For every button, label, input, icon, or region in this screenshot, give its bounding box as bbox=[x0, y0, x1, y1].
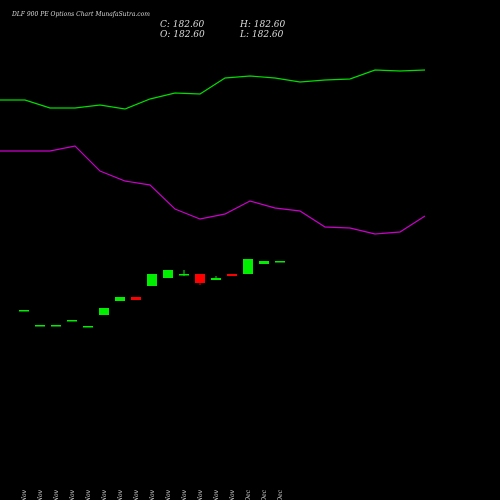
candle-body bbox=[195, 274, 205, 283]
candle-body bbox=[275, 261, 285, 263]
x-tick-label: 02 Dec bbox=[261, 489, 268, 500]
candle-body bbox=[115, 297, 125, 301]
x-tick-label: 28 Nov bbox=[229, 489, 236, 500]
x-tick-label: 17 Nov bbox=[85, 489, 92, 500]
x-tick-label: 18 Nov bbox=[101, 489, 108, 500]
x-tick-label: 03 Dec bbox=[277, 489, 284, 500]
chart-title: DLF 900 PE Options Chart MunafaSutra.com bbox=[11, 11, 150, 18]
x-tick-label: 01 Dec bbox=[245, 489, 252, 500]
high-label: H: 182.60 bbox=[239, 20, 286, 30]
indicator-line bbox=[0, 145, 426, 235]
candle-body bbox=[163, 270, 173, 278]
candle-body bbox=[19, 310, 29, 312]
x-tick-label: 24 Nov bbox=[165, 489, 172, 500]
x-tick-label: 26 Nov bbox=[197, 489, 204, 500]
open-label: O: 182.60 bbox=[160, 30, 205, 40]
x-tick-label: 27 Nov bbox=[213, 489, 220, 500]
indicator-line bbox=[0, 69, 426, 110]
x-tick-label: 25 Nov bbox=[181, 489, 188, 500]
x-tick-label: 21 Nov bbox=[149, 489, 156, 500]
candle-body bbox=[35, 325, 45, 327]
x-tick-label: 14 Nov bbox=[69, 489, 76, 500]
x-tick-label: 13 Nov bbox=[53, 489, 60, 500]
candle-body bbox=[99, 308, 109, 315]
candle-body bbox=[243, 259, 253, 274]
candle-body bbox=[179, 274, 189, 276]
candle-body bbox=[51, 325, 61, 327]
candle-body bbox=[67, 320, 77, 322]
x-tick-label: 20 Nov bbox=[133, 489, 140, 500]
candle-body bbox=[147, 274, 157, 286]
candle-body bbox=[131, 297, 141, 300]
low-label: L: 182.60 bbox=[239, 30, 284, 40]
x-tick-label: 12 Nov bbox=[37, 489, 44, 500]
candle-body bbox=[83, 326, 93, 328]
x-tick-label: 19 Nov bbox=[117, 489, 124, 500]
close-label: C: 182.60 bbox=[160, 20, 205, 30]
x-tick-label: 11 Nov bbox=[21, 489, 28, 500]
candle-body bbox=[211, 278, 221, 280]
candle-body bbox=[259, 261, 269, 264]
candle-body bbox=[227, 274, 237, 276]
